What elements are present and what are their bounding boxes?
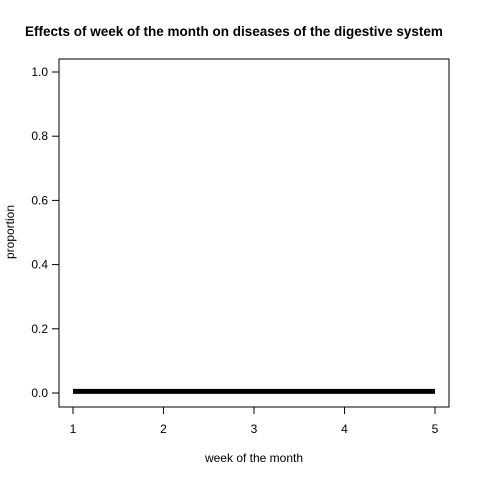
plot-frame <box>58 58 450 408</box>
y-tick-label: 0.0 <box>31 386 48 400</box>
x-tick-label: 1 <box>70 422 77 436</box>
y-axis-label: proportion <box>3 205 17 259</box>
y-tick-label: 0.2 <box>31 322 48 336</box>
x-tick-label: 3 <box>251 422 258 436</box>
x-axis: 1 2 3 4 5 <box>70 406 439 436</box>
y-tick-label: 1.0 <box>31 65 48 79</box>
chart-title: Effects of week of the month on diseases… <box>25 24 443 39</box>
x-tick-label: 2 <box>160 422 167 436</box>
x-tick-label: 4 <box>341 422 348 436</box>
y-tick-label: 0.6 <box>31 193 48 207</box>
y-tick-label: 0.4 <box>31 258 48 272</box>
x-axis-label: week of the month <box>204 451 303 465</box>
y-axis: 0.0 0.2 0.4 0.6 0.8 1.0 <box>31 65 60 400</box>
y-tick-label: 0.8 <box>31 129 48 143</box>
x-tick-label: 5 <box>432 422 439 436</box>
